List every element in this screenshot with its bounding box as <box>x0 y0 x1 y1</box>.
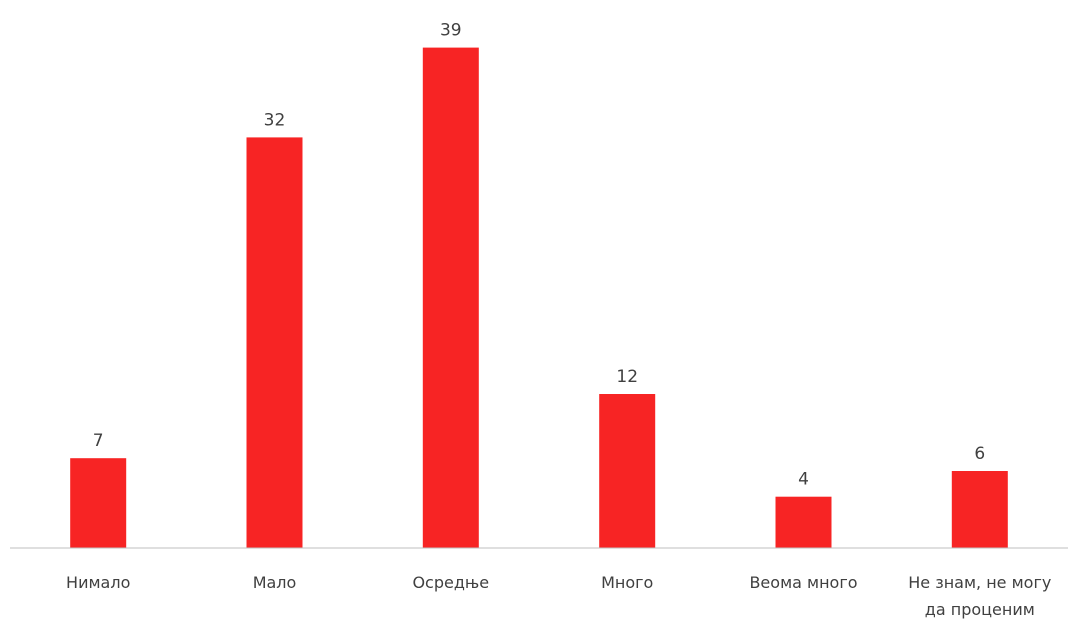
x-tick-label-2: Осредње <box>412 573 489 592</box>
x-tick-label-2-line-0: Осредње <box>412 573 489 592</box>
value-labels-layer: 7 32 39 12 4 6 <box>93 21 985 490</box>
bar-5 <box>951 471 1008 548</box>
x-tick-label-0: Нимало <box>66 573 130 592</box>
x-tick-label-4: Веома много <box>749 573 857 592</box>
data-label-2: 39 <box>440 21 462 41</box>
x-tick-label-5: Не знам, не могу да проценим <box>908 573 1051 619</box>
bar-1 <box>246 137 303 548</box>
data-label-4: 4 <box>798 470 809 490</box>
x-tick-label-1: Мало <box>253 573 297 592</box>
bar-2 <box>422 47 479 548</box>
bars-layer <box>70 47 1008 548</box>
x-tick-label-4-line-0: Веома много <box>749 573 857 592</box>
data-label-3: 12 <box>616 367 638 387</box>
bar-3 <box>599 394 656 548</box>
x-tick-label-5-line-0: Не знам, не могу <box>908 573 1051 592</box>
data-label-5: 6 <box>974 444 985 464</box>
x-tick-label-0-line-0: Нимало <box>66 573 130 592</box>
x-tick-label-1-line-0: Мало <box>253 573 297 592</box>
bar-4 <box>775 496 832 548</box>
data-label-1: 32 <box>264 110 286 130</box>
data-label-0: 7 <box>93 431 104 451</box>
x-tick-label-3: Много <box>601 573 653 592</box>
x-tick-labels: Нимало Мало Осредње Много Веома много Не знам… <box>66 573 1051 619</box>
x-tick-label-5-line-1: да проценим <box>925 600 1035 619</box>
bar-0 <box>70 458 127 548</box>
x-tick-label-3-line-0: Много <box>601 573 653 592</box>
